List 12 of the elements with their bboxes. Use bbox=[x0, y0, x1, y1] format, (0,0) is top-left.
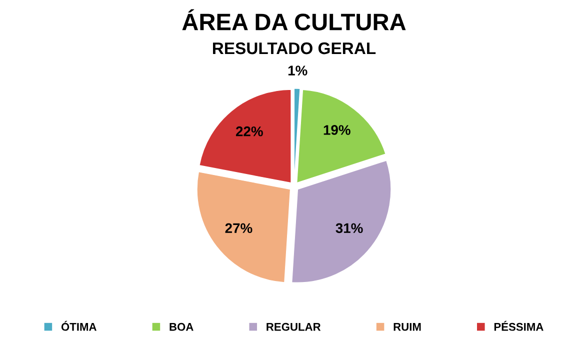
data-label: 31% bbox=[336, 223, 363, 234]
chart-title: ÁREA DA CULTURA bbox=[182, 9, 406, 30]
chart-subtitle: RESULTADO GERAL bbox=[213, 42, 376, 54]
legend-label: ÓTIMA bbox=[61, 320, 96, 331]
data-label: 22% bbox=[236, 126, 263, 136]
data-label: 27% bbox=[225, 223, 252, 234]
data-label: 19% bbox=[324, 125, 350, 135]
legend-label: RUIM bbox=[394, 323, 421, 331]
legend-label: PÉSSIMA bbox=[494, 320, 544, 331]
data-label: 1% bbox=[288, 66, 308, 76]
legend-label: BOA bbox=[170, 322, 194, 331]
legend-label: REGULAR bbox=[266, 322, 321, 331]
